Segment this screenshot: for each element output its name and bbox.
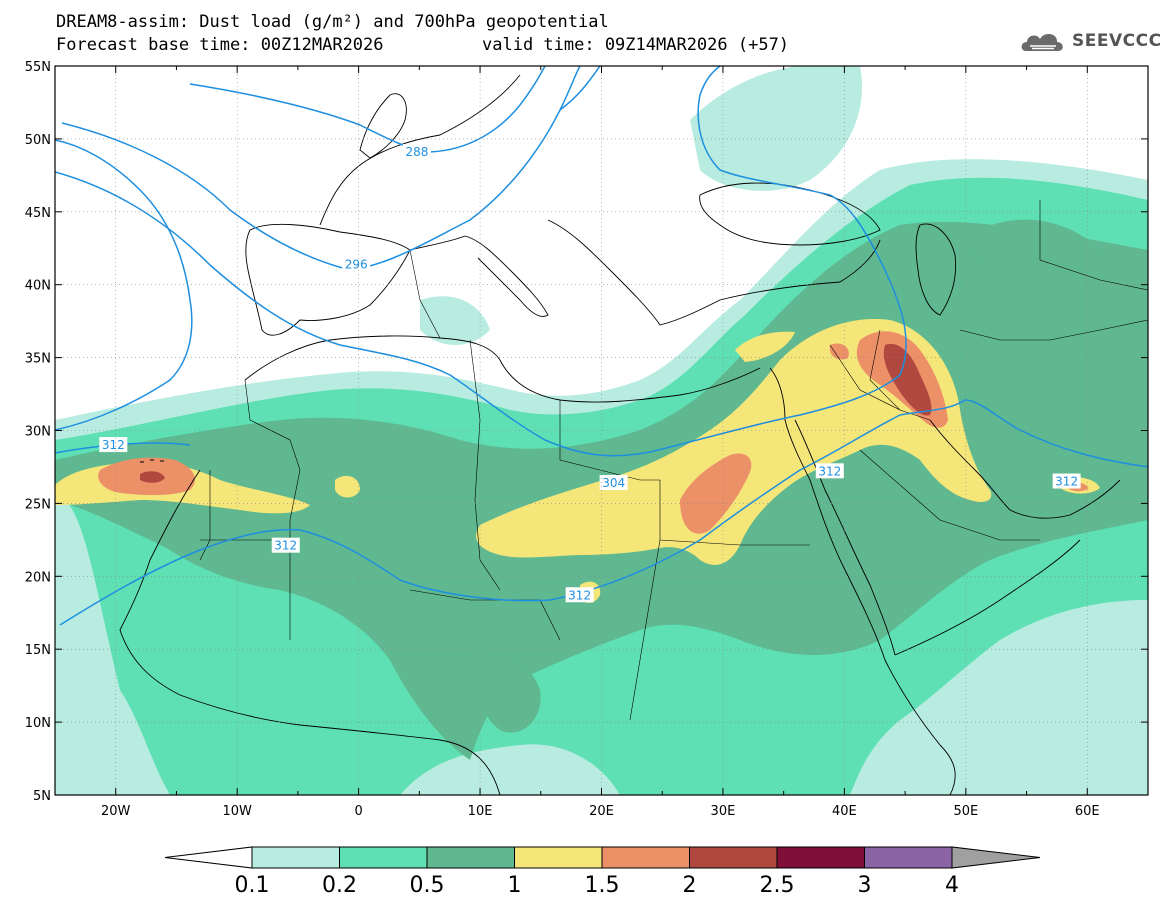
coastlines <box>119 74 1121 795</box>
contour-label-312: 312 <box>815 463 844 479</box>
lon-label: 30E <box>711 804 736 819</box>
lon-label: 20E <box>589 804 614 819</box>
colorbar-label: 1 <box>508 873 522 898</box>
lat-label: 10N <box>25 716 51 731</box>
map-area: 288 296 312 304 312 312 312 312 <box>55 66 1148 795</box>
colorbar-label: 0.1 <box>235 873 270 898</box>
lon-label: 40E <box>832 804 857 819</box>
forecast-base-time: Forecast base time: 00Z12MAR2026 <box>56 35 384 55</box>
contour-label-304: 304 <box>599 474 628 490</box>
colorbar-over-arrow <box>951 846 1041 869</box>
svg-text:312: 312 <box>102 438 125 452</box>
lon-label: 10E <box>468 804 493 819</box>
lat-label: 40N <box>25 279 51 294</box>
contour-label-312: 312 <box>565 587 594 603</box>
colorbar-label: 0.2 <box>322 873 357 898</box>
colorbar-label: 2.5 <box>760 873 795 898</box>
valid-time: valid time: 09Z14MAR2026 (+57) <box>482 35 790 55</box>
lat-label: 15N <box>25 643 51 658</box>
lon-label: 0 <box>354 804 362 819</box>
colorbar-label: 0.5 <box>410 873 445 898</box>
svg-text:312: 312 <box>568 588 591 602</box>
colorbar-swatch <box>601 846 690 869</box>
cloud-icon <box>1021 33 1063 51</box>
lat-label: 50N <box>25 133 51 148</box>
colorbar-swatch <box>251 846 340 869</box>
lat-label: 35N <box>25 352 51 367</box>
colorbar-under-arrow <box>164 846 253 869</box>
contour-label-312: 312 <box>271 537 300 553</box>
seevccc-logo: SEEVCCC <box>1018 27 1162 55</box>
map-title: DREAM8-assim: Dust load (g/m²) and 700hP… <box>56 12 609 32</box>
dust-level-2 <box>883 343 932 416</box>
lon-label: 60E <box>1075 804 1100 819</box>
lon-label: 50E <box>953 804 978 819</box>
colorbar-swatch <box>776 846 865 869</box>
axis-ticks <box>54 65 1149 796</box>
colorbar-label: 4 <box>945 873 959 898</box>
lat-label: 30N <box>25 425 51 440</box>
colorbar-swatch <box>426 846 515 869</box>
latitude-labels: 55N 50N 45N 40N 35N 30N 25N 20N 15N 10N 5N <box>25 60 51 804</box>
lon-label: 10W <box>222 804 252 819</box>
contour-label-312: 312 <box>99 437 128 453</box>
contour-label-296: 296 <box>342 256 371 272</box>
lat-label: 45N <box>25 206 51 221</box>
svg-text:312: 312 <box>274 539 297 553</box>
geopotential-contours <box>55 66 1148 626</box>
lat-label: 25N <box>25 497 51 512</box>
svg-text:312: 312 <box>818 464 841 478</box>
contour-296 <box>61 66 581 271</box>
svg-text:288: 288 <box>405 145 428 159</box>
lat-label: 20N <box>25 570 51 585</box>
colorbar-label: 3 <box>858 873 872 898</box>
contour-label-312: 312 <box>1052 473 1081 489</box>
colorbar-swatch <box>689 846 778 869</box>
graticule <box>55 66 1148 795</box>
svg-text:296: 296 <box>345 257 368 271</box>
longitude-labels: 20W 10W 0 10E 20E 30E 40E 50E 60E <box>101 804 1100 819</box>
lat-label: 55N <box>25 60 51 75</box>
lon-label: 20W <box>101 804 131 819</box>
svg-text:312: 312 <box>1055 475 1078 489</box>
contour-labels: 288 296 312 304 312 312 312 312 <box>99 144 1081 603</box>
logo-text: SEEVCCC <box>1072 31 1162 51</box>
contour-304 <box>55 66 907 457</box>
lat-label: 5N <box>33 789 51 804</box>
colorbar: 0.1 0.2 0.5 1 1.5 2 2.5 3 4 <box>164 846 1041 898</box>
colorbar-label: 1.5 <box>585 873 620 898</box>
contour-312-north <box>55 139 193 431</box>
svg-text:304: 304 <box>602 476 625 490</box>
contour-312-south <box>59 399 1148 626</box>
colorbar-swatch <box>514 846 603 869</box>
contour-label-288: 288 <box>402 144 431 160</box>
colorbar-swatch <box>864 846 953 869</box>
colorbar-swatch <box>339 846 428 869</box>
dust-level-1 <box>476 319 992 565</box>
colorbar-label: 2 <box>683 873 697 898</box>
contour-288-b <box>559 66 601 111</box>
